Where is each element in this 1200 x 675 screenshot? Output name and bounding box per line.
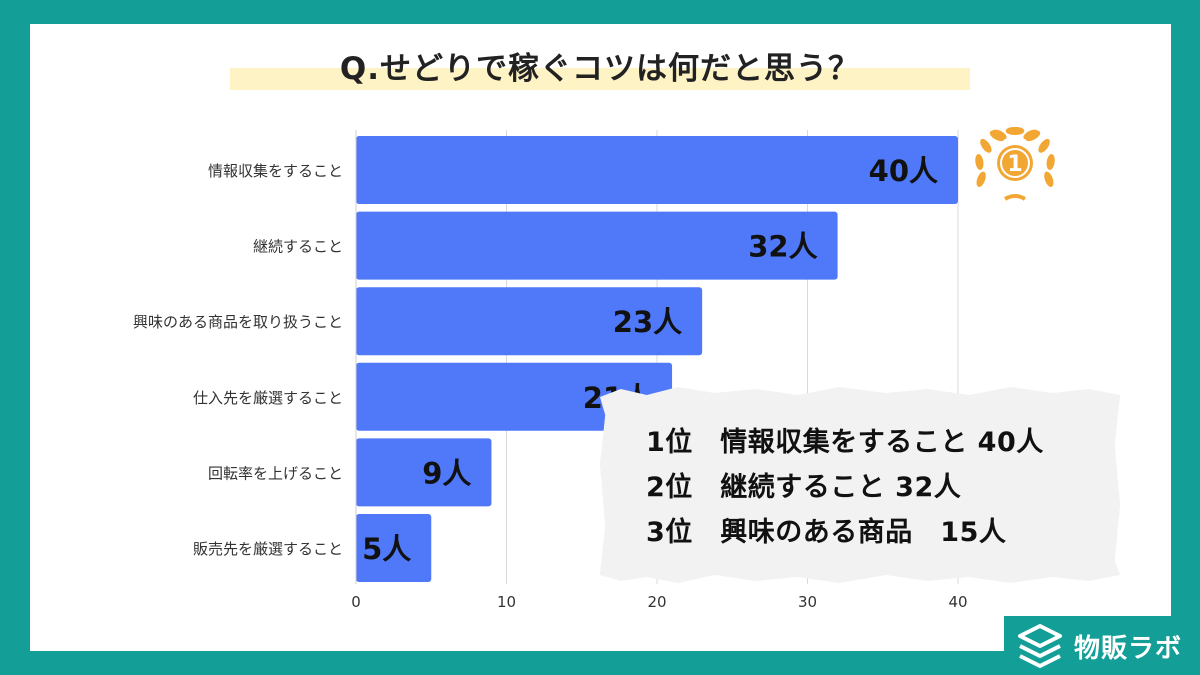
- svg-text:1: 1: [1007, 152, 1022, 177]
- category-label: 販売先を厳選すること: [193, 540, 343, 558]
- bar: [356, 514, 432, 582]
- logo-text: 物販ラボ: [1074, 634, 1183, 664]
- laurel-medal-icon: 1: [975, 127, 1055, 201]
- category-label: 継続すること: [253, 238, 343, 256]
- category-label: 情報収集をすること: [208, 162, 343, 180]
- category-label: 仕入先を厳選すること: [193, 389, 343, 407]
- category-label: 回転率を上げること: [208, 464, 343, 482]
- chart-title: Q.せどりで稼ぐコツは何だと思う？: [339, 51, 861, 87]
- category-label: 興味のある商品を取り扱うこと: [133, 313, 343, 331]
- x-tick-label: 0: [351, 593, 361, 611]
- bar-value-label: 32人: [748, 230, 817, 264]
- bar-value-label: 9人: [422, 456, 471, 490]
- summary-note: 1位 情報収集をすること 40人 2位 継続すること 32人 3位 興味のある商…: [600, 385, 1120, 585]
- bar-value-label: 5人: [362, 532, 411, 566]
- bar: [356, 136, 958, 204]
- note-paper: [600, 387, 1120, 583]
- logo: 物販ラボ: [1004, 616, 1200, 675]
- bar-value-label: 40人: [869, 154, 938, 188]
- note-line-3: 3位 興味のある商品 15人: [646, 517, 1007, 548]
- bar: [356, 362, 673, 431]
- bar: [356, 211, 838, 280]
- x-tick-label: 30: [798, 593, 817, 611]
- bar-value-label: 23人: [613, 305, 682, 339]
- bar: [356, 438, 492, 507]
- x-tick-label: 10: [497, 593, 516, 611]
- x-tick-label: 20: [647, 593, 666, 611]
- title-highlight: [230, 68, 970, 90]
- stacked-layers-icon: [1018, 624, 1062, 668]
- x-tick-label: 40: [948, 593, 967, 611]
- note-line-2: 2位 継続すること 32人: [646, 472, 962, 503]
- bar: [356, 287, 703, 356]
- note-line-1: 1位 情報収集をすること 40人: [646, 427, 1044, 458]
